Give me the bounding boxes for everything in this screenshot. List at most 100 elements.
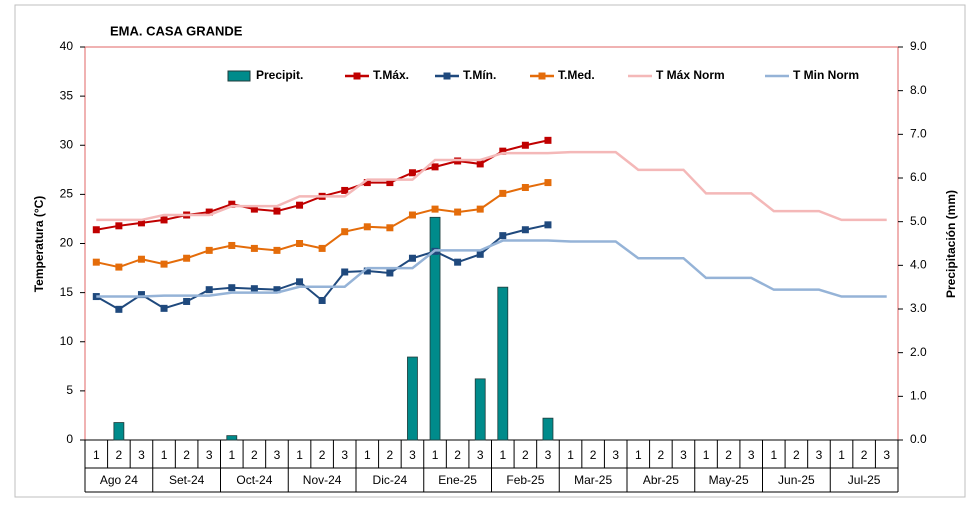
- series-marker: [137, 255, 145, 263]
- y-tick-label: 30: [60, 137, 74, 151]
- series-marker: [431, 205, 439, 213]
- x-group-label: Ago 24: [100, 473, 138, 487]
- y2-axis-title: Precipitación (mm): [944, 190, 958, 298]
- y-tick-label: 10: [60, 334, 74, 348]
- series-marker: [521, 183, 529, 191]
- x-group-label: Ene-25: [438, 473, 477, 487]
- series-marker: [476, 250, 484, 258]
- x-tick-label: 2: [183, 448, 190, 462]
- y2-tick-label: 1.0: [910, 389, 927, 403]
- x-tick-label: 1: [770, 448, 777, 462]
- series-marker: [250, 244, 258, 252]
- x-tick-label: 2: [454, 448, 461, 462]
- precip-bar: [113, 422, 125, 441]
- legend-swatch: [227, 70, 251, 82]
- y2-tick-label: 9.0: [910, 39, 927, 53]
- y2-tick-label: 4.0: [910, 258, 927, 272]
- y-axis-title: Temperatura (°C): [32, 196, 46, 293]
- y2-tick-label: 2.0: [910, 345, 927, 359]
- series-marker: [183, 297, 191, 305]
- x-tick-label: 3: [680, 448, 687, 462]
- series-marker: [115, 305, 123, 313]
- series-marker: [183, 254, 191, 262]
- x-tick-label: 3: [883, 448, 890, 462]
- series-marker: [296, 240, 304, 247]
- precip-bar: [407, 356, 418, 441]
- y-tick-label: 15: [60, 285, 74, 299]
- x-tick-label: 3: [138, 448, 145, 462]
- series-marker: [363, 223, 371, 231]
- series-marker: [408, 169, 416, 177]
- chart-title: EMA. CASA GRANDE: [110, 23, 243, 38]
- y-tick-label: 25: [60, 187, 74, 201]
- y2-tick-label: 6.0: [910, 170, 927, 184]
- y2-tick-label: 8.0: [910, 83, 927, 97]
- series-marker: [92, 226, 100, 234]
- series-marker: [296, 201, 304, 209]
- series-marker: [160, 216, 168, 224]
- series-marker: [318, 296, 326, 304]
- legend-marker: [538, 72, 546, 80]
- series-marker: [273, 246, 281, 254]
- series-marker: [160, 260, 168, 268]
- x-tick-label: 2: [590, 448, 597, 462]
- series-marker: [137, 219, 145, 227]
- series-marker: [386, 269, 394, 277]
- precip-bar: [429, 216, 441, 441]
- series-marker: [363, 179, 371, 187]
- x-tick-label: 1: [432, 448, 439, 462]
- x-tick-label: 2: [658, 448, 665, 462]
- x-tick-label: 1: [499, 448, 506, 462]
- x-tick-label: 2: [319, 448, 326, 462]
- x-group-label: May-25: [709, 473, 749, 487]
- x-tick-label: 1: [228, 448, 235, 462]
- y-tick-label: 40: [60, 39, 74, 53]
- x-group-label: Abr-25: [643, 473, 679, 487]
- x-tick-label: 2: [387, 448, 394, 462]
- legend-marker: [443, 72, 451, 80]
- series-marker: [544, 179, 552, 187]
- x-tick-label: 2: [725, 448, 732, 462]
- series-marker: [454, 258, 462, 266]
- precip-bar: [474, 378, 486, 441]
- series-marker: [499, 232, 507, 240]
- series-marker: [115, 263, 123, 271]
- y-tick-label: 20: [60, 236, 74, 250]
- x-tick-label: 3: [545, 448, 552, 462]
- precip-bar: [226, 435, 238, 441]
- legend-marker: [353, 72, 361, 80]
- x-group-label: Dic-24: [373, 473, 408, 487]
- x-tick-label: 3: [748, 448, 755, 462]
- series-marker: [476, 160, 484, 168]
- series-marker: [228, 200, 236, 208]
- x-tick-label: 2: [251, 448, 258, 462]
- series-marker: [544, 136, 552, 144]
- x-tick-label: 3: [341, 448, 348, 462]
- series-marker: [205, 286, 213, 294]
- series-marker: [341, 268, 349, 276]
- x-tick-label: 2: [522, 448, 529, 462]
- x-tick-label: 3: [477, 448, 484, 462]
- series-marker: [341, 186, 349, 194]
- legend-label: T Min Norm: [793, 68, 859, 82]
- series-marker: [228, 241, 236, 249]
- series-marker: [521, 141, 529, 149]
- chart-frame: [14, 4, 966, 498]
- x-group-label: Mar-25: [574, 473, 612, 487]
- series-marker: [205, 246, 213, 254]
- series-marker: [250, 205, 258, 213]
- y2-tick-label: 7.0: [910, 127, 927, 141]
- y2-tick-label: 3.0: [910, 301, 927, 315]
- x-group-label: Oct-24: [236, 473, 272, 487]
- legend-label: T.Med.: [558, 68, 595, 82]
- x-tick-label: 1: [296, 448, 303, 462]
- legend-label: T.Mín.: [463, 68, 496, 82]
- series-line: [96, 150, 887, 222]
- series-line: [96, 239, 887, 298]
- series-marker: [273, 207, 281, 215]
- series-marker: [318, 244, 326, 252]
- x-tick-label: 2: [861, 448, 868, 462]
- series-marker: [92, 258, 100, 266]
- x-tick-label: 3: [206, 448, 213, 462]
